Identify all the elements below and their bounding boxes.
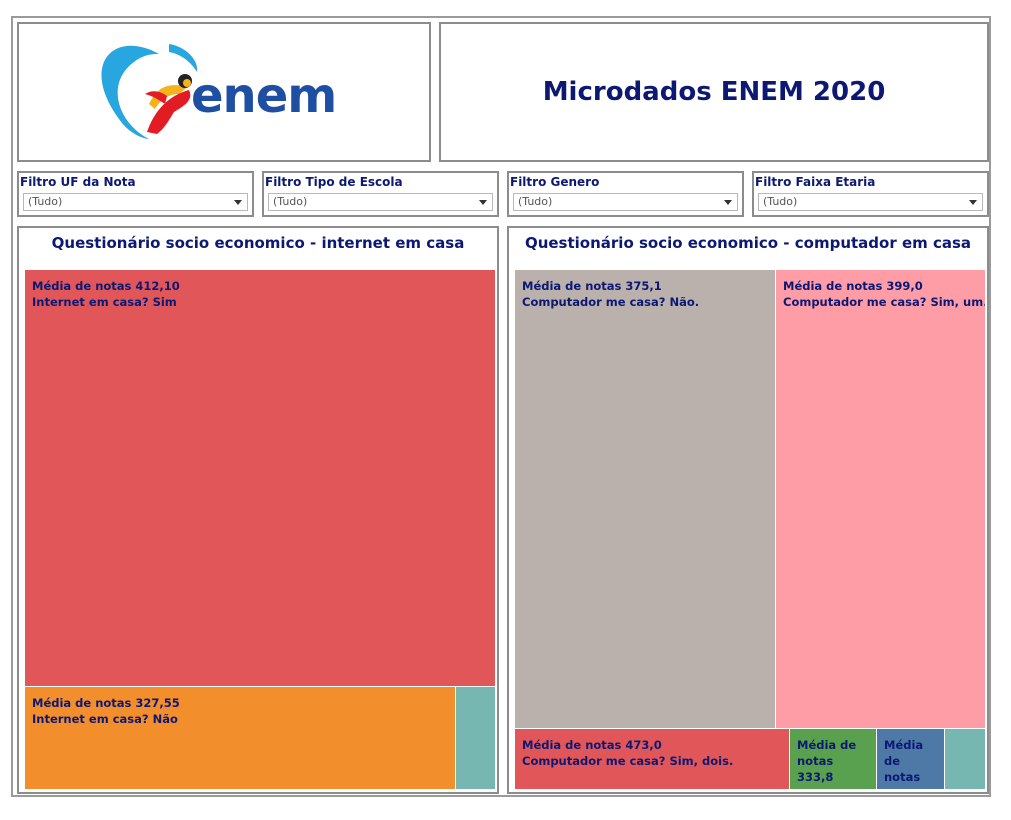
filter-genero-value: (Tudo) (518, 195, 553, 208)
tile-value-label: Média de (884, 738, 924, 768)
filter-tipo-escola-value: (Tudo) (273, 195, 308, 208)
logo-text: enem (191, 68, 336, 124)
filter-uf-label: Filtro UF da Nota (20, 175, 136, 189)
treemap-tile-computador-teal[interactable] (945, 729, 985, 789)
treemap-tile-computador-sim-um[interactable]: Média de notas 399,0 Computador me casa?… (776, 270, 985, 728)
logo-swoosh-outer (101, 45, 159, 140)
filter-faixa-etaria-value: (Tudo) (763, 195, 798, 208)
filter-genero-label: Filtro Genero (510, 175, 600, 189)
tile-category-label: Internet em casa? Sim (32, 295, 177, 309)
logo-panel: enem (17, 22, 431, 162)
filter-tipo-escola: Filtro Tipo de Escola (Tudo) (262, 171, 499, 217)
filter-faixa-etaria-label: Filtro Faixa Etaria (755, 175, 876, 189)
title-panel: Microdados ENEM 2020 (439, 22, 989, 162)
logo-figure-face (183, 79, 191, 87)
chevron-down-icon (969, 200, 977, 205)
treemap-tile-computador-green[interactable]: Média de notas 333,8 (790, 729, 876, 789)
tile-value-label: Média de notas 327,55 (32, 696, 180, 710)
page-title: Microdados ENEM 2020 (542, 77, 886, 107)
chevron-down-icon (724, 200, 732, 205)
treemap-tile-computador-nao[interactable]: Média de notas 375,1 Computador me casa?… (515, 270, 775, 728)
treemap-tile-internet-nao[interactable]: Média de notas 327,55 Internet em casa? … (25, 687, 455, 789)
treemap-tile-internet-sim[interactable]: Média de notas 412,10 Internet em casa? … (25, 270, 495, 686)
filter-faixa-etaria: Filtro Faixa Etaria (Tudo) (752, 171, 989, 217)
tile-category-label: notas 333,8 (797, 754, 834, 784)
filter-tipo-escola-label: Filtro Tipo de Escola (265, 175, 403, 189)
treemap-tile-computador-blue[interactable]: Média de notas (877, 729, 944, 789)
filter-uf-value: (Tudo) (28, 195, 63, 208)
tile-value-label: Média de (797, 738, 857, 752)
logo-figure-yellow (149, 85, 189, 109)
computador-chart-title: Questionário socio economico - computado… (524, 234, 972, 252)
internet-chart-title: Questionário socio economico - internet … (51, 234, 465, 252)
computador-chart-panel: Questionário socio economico - computado… (507, 226, 989, 794)
logo-swoosh-inner (169, 44, 198, 72)
tile-category-label: Computador me casa? Sim, um. (783, 295, 985, 309)
tile-value-label: Média de notas 399,0 (783, 279, 923, 293)
tile-category-label: Computador me casa? Sim, dois. (522, 754, 734, 768)
treemap-tile-internet-other[interactable] (456, 687, 495, 789)
tile-value-label: Média de notas 412,10 (32, 279, 180, 293)
filter-uf-dropdown[interactable]: (Tudo) (23, 193, 248, 211)
tile-category-label: Computador me casa? Não. (522, 295, 700, 309)
chevron-down-icon (479, 200, 487, 205)
filter-genero-dropdown[interactable]: (Tudo) (513, 193, 738, 211)
dashboard-frame (11, 16, 991, 797)
tile-category-label: notas (884, 770, 921, 784)
filter-faixa-etaria-dropdown[interactable]: (Tudo) (758, 193, 983, 211)
chevron-down-icon (234, 200, 242, 205)
treemap-tile-computador-sim-dois[interactable]: Média de notas 473,0 Computador me casa?… (515, 729, 789, 789)
enem-logo: enem (101, 44, 337, 140)
internet-chart-panel: Questionário socio economico - internet … (17, 226, 499, 794)
filter-uf: Filtro UF da Nota (Tudo) (17, 171, 254, 217)
tile-value-label: Média de notas 375,1 (522, 279, 662, 293)
logo-figure-red (145, 90, 191, 134)
tile-value-label: Média de notas 473,0 (522, 738, 662, 752)
filter-tipo-escola-dropdown[interactable]: (Tudo) (268, 193, 493, 211)
tile-category-label: Internet em casa? Não (32, 712, 178, 726)
filter-genero: Filtro Genero (Tudo) (507, 171, 744, 217)
